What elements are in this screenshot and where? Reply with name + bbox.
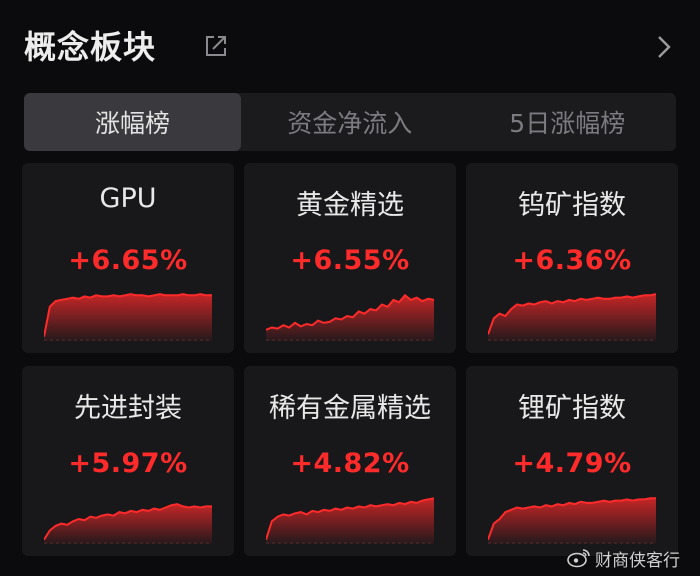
sector-name: 黄金精选 [296,190,404,221]
sector-change: +6.65% [68,245,188,276]
watermark: 财商侠客行 [567,546,680,571]
sector-card[interactable]: 先进封装 +5.97% [22,366,234,556]
sparkline-line [44,503,212,541]
sparkline-area [488,294,656,341]
watermark-text: 财商侠客行 [595,550,680,571]
sector-name: 稀有金属精选 [269,393,431,424]
sector-sparkline [44,503,212,544]
sparkline-area [266,498,434,544]
sector-card[interactable]: 钨矿指数 +6.36% [466,163,678,353]
sector-name: 先进封装 [74,393,182,424]
sparkline-area [44,504,212,544]
sector-name: GPU [99,183,157,214]
header: 概念板块 [0,0,700,88]
sparkline-line [266,293,434,331]
sector-change: +4.82% [290,448,410,479]
tab-5day-gain-ranking[interactable]: 5日涨幅榜 [509,109,626,138]
share-icon[interactable] [203,33,229,59]
sparkline-area [488,498,656,544]
sector-change: +6.55% [290,245,410,276]
sector-sparkline [266,293,434,341]
sector-name: 钨矿指数 [518,190,626,221]
sector-sparkline [488,293,656,341]
sector-name: 锂矿指数 [518,393,626,424]
sector-change: +5.97% [68,448,188,479]
tab-net-inflow[interactable]: 资金净流入 [287,109,413,138]
chevron-right-icon[interactable] [656,34,672,60]
page-title: 概念板块 [24,28,157,66]
sector-card[interactable]: 稀有金属精选 +4.82% [244,366,456,556]
sparkline-line [266,497,434,541]
sparkline-line [488,497,656,541]
sparkline-line [488,293,656,335]
sparkline-area [266,295,434,341]
weibo-icon [567,549,590,568]
sector-card[interactable]: GPU +6.65% [22,163,234,353]
sector-change: +6.36% [512,245,632,276]
tab-bar: 涨幅榜 资金净流入 5日涨幅榜 [24,93,676,151]
sector-sparkline [488,497,656,544]
sector-change: +4.79% [512,448,632,479]
tab-gain-ranking[interactable]: 涨幅榜 [24,93,241,151]
sector-card[interactable]: 黄金精选 +6.55% [244,163,456,353]
sector-card[interactable]: 锂矿指数 +4.79% [466,366,678,556]
sparkline-line [44,293,212,337]
sector-sparkline [266,497,434,544]
sparkline-area [44,294,212,341]
sector-sparkline [44,293,212,341]
